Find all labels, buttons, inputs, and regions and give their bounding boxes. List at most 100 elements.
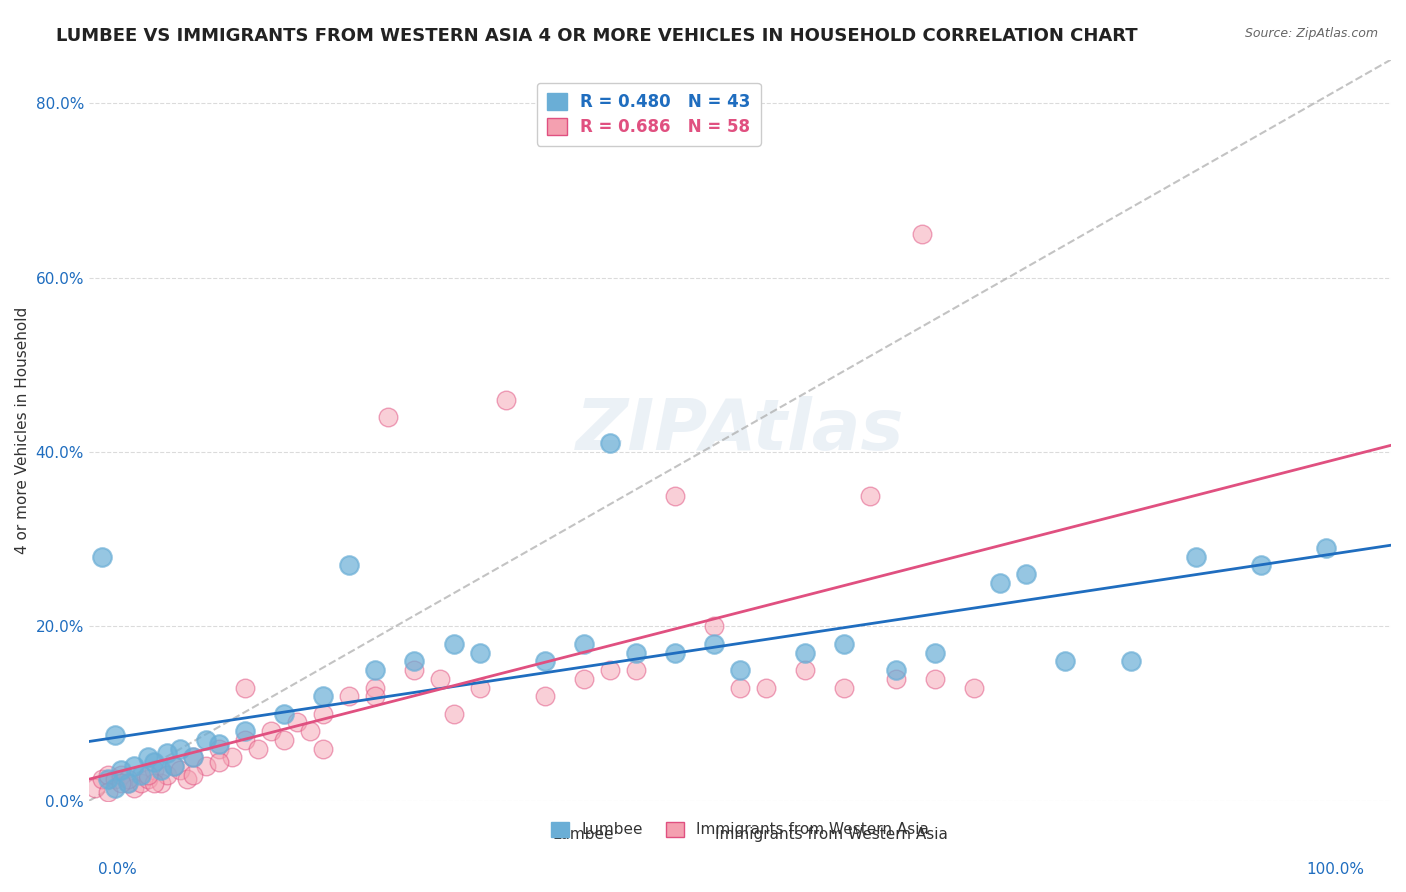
Point: [91, 772, 114, 786]
Point: [143, 776, 166, 790]
Point: [84, 780, 107, 795]
Point: [143, 755, 166, 769]
Point: [117, 776, 139, 790]
Point: [963, 681, 986, 695]
Point: [285, 715, 308, 730]
Point: [703, 637, 725, 651]
Point: [208, 741, 231, 756]
Point: [104, 780, 127, 795]
Point: [117, 776, 139, 790]
Point: [1119, 654, 1142, 668]
Point: [104, 729, 127, 743]
Point: [755, 681, 778, 695]
Point: [117, 772, 139, 786]
Point: [495, 392, 517, 407]
Point: [312, 741, 335, 756]
Point: [169, 764, 191, 778]
Point: [533, 654, 555, 668]
Point: [124, 759, 146, 773]
Point: [299, 724, 322, 739]
Point: [233, 732, 256, 747]
Point: [136, 750, 159, 764]
Point: [129, 776, 152, 790]
Point: [337, 690, 360, 704]
Point: [221, 750, 243, 764]
Point: [364, 690, 387, 704]
Point: [97, 785, 120, 799]
Point: [884, 663, 907, 677]
Point: [794, 663, 817, 677]
Point: [260, 724, 283, 739]
Text: 100.0%: 100.0%: [1306, 863, 1364, 877]
Point: [181, 768, 204, 782]
Point: [859, 489, 882, 503]
Point: [1184, 549, 1206, 564]
Point: [377, 410, 399, 425]
Point: [832, 637, 855, 651]
Point: [728, 681, 751, 695]
Point: [468, 681, 491, 695]
Point: [149, 764, 172, 778]
Point: [162, 759, 184, 773]
Point: [104, 772, 127, 786]
Point: [247, 741, 270, 756]
Point: [533, 690, 555, 704]
Point: [468, 646, 491, 660]
Point: [233, 681, 256, 695]
Point: [136, 768, 159, 782]
Point: [208, 737, 231, 751]
Text: LUMBEE VS IMMIGRANTS FROM WESTERN ASIA 4 OR MORE VEHICLES IN HOUSEHOLD CORRELATI: LUMBEE VS IMMIGRANTS FROM WESTERN ASIA 4…: [56, 27, 1137, 45]
Point: [312, 690, 335, 704]
Point: [337, 558, 360, 573]
Point: [195, 732, 218, 747]
Point: [624, 663, 647, 677]
Point: [429, 672, 451, 686]
Legend: Lumbee, Immigrants from Western Asia: Lumbee, Immigrants from Western Asia: [543, 814, 936, 845]
Point: [884, 672, 907, 686]
Text: Source: ZipAtlas.com: Source: ZipAtlas.com: [1244, 27, 1378, 40]
Point: [728, 663, 751, 677]
Point: [404, 663, 426, 677]
Point: [794, 646, 817, 660]
Point: [1250, 558, 1272, 573]
Point: [97, 772, 120, 786]
Point: [664, 646, 686, 660]
Point: [990, 575, 1012, 590]
Point: [364, 681, 387, 695]
Text: Lumbee: Lumbee: [553, 827, 614, 842]
Point: [572, 672, 595, 686]
Point: [156, 746, 179, 760]
Point: [195, 759, 218, 773]
Point: [312, 706, 335, 721]
Y-axis label: 4 or more Vehicles in Household: 4 or more Vehicles in Household: [15, 307, 30, 554]
Point: [169, 741, 191, 756]
Point: [143, 764, 166, 778]
Point: [1054, 654, 1077, 668]
Point: [404, 654, 426, 668]
Point: [124, 780, 146, 795]
Point: [176, 772, 198, 786]
Point: [924, 646, 946, 660]
Point: [136, 772, 159, 786]
Point: [91, 549, 114, 564]
Point: [599, 436, 621, 450]
Point: [572, 637, 595, 651]
Text: ZIPAtlas: ZIPAtlas: [575, 396, 904, 465]
Point: [364, 663, 387, 677]
Point: [924, 672, 946, 686]
Text: 0.0%: 0.0%: [98, 863, 138, 877]
Point: [624, 646, 647, 660]
Point: [1015, 567, 1038, 582]
Point: [208, 755, 231, 769]
Point: [703, 619, 725, 633]
Point: [443, 637, 465, 651]
Point: [162, 759, 184, 773]
Text: Immigrants from Western Asia: Immigrants from Western Asia: [714, 827, 948, 842]
Point: [233, 724, 256, 739]
Point: [181, 750, 204, 764]
Point: [599, 663, 621, 677]
Point: [664, 489, 686, 503]
Point: [911, 227, 934, 241]
Point: [273, 732, 295, 747]
Point: [832, 681, 855, 695]
